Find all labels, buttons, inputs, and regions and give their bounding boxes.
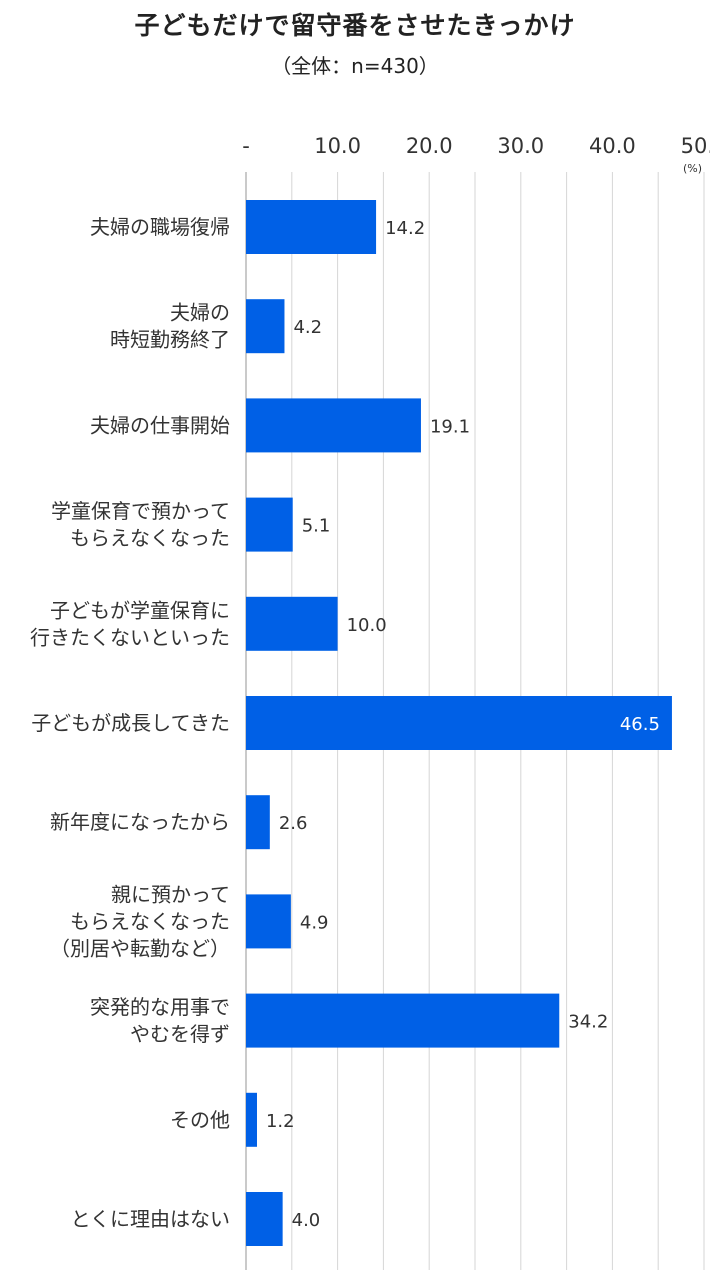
data-label: 19.1 [430, 416, 470, 437]
category-label-line: 時短勤務終了 [110, 328, 230, 352]
category-label-line: もらえなくなった [70, 526, 230, 550]
data-label: 1.2 [266, 1111, 295, 1132]
x-axis: - 10.0 20.0 30.0 40.0 50.0 (%) [242, 134, 710, 175]
bar [246, 398, 421, 453]
bar [246, 596, 338, 651]
category-label-line: 行きたくないといった [30, 625, 230, 649]
tick-label: 30.0 [497, 134, 544, 158]
category-label-line: （別居や転勤など） [50, 936, 230, 960]
tick-label: - [242, 134, 250, 158]
data-label: 10.0 [347, 615, 387, 636]
category-label: 新年度になったから [50, 810, 230, 834]
bar [246, 993, 560, 1048]
category-label-line: 学童保育で預かって [51, 499, 230, 523]
chart-title: 子どもだけで留守番をさせたきっかけ [134, 11, 576, 40]
category-label: とくに理由はない [71, 1207, 230, 1231]
category-label: 夫婦の時短勤務終了 [110, 301, 230, 352]
category-label-line: 親に預かって [111, 882, 230, 906]
bar [246, 200, 377, 254]
category-label: 学童保育で預かってもらえなくなった [51, 499, 230, 550]
bar [246, 894, 291, 949]
tick-label: 50.0 [681, 134, 710, 158]
category-label-line: やむを得ず [130, 1022, 230, 1046]
bar [246, 1092, 257, 1147]
category-label-line: 突発的な用事で [90, 995, 230, 1019]
category-label: 夫婦の職場復帰 [90, 215, 230, 239]
bar [246, 497, 293, 552]
category-label-line: 新年度になったから [50, 810, 230, 834]
category-label: 突発的な用事でやむを得ず [90, 995, 230, 1046]
data-label: 4.9 [300, 912, 329, 933]
category-label-line: 子どもが成長してきた [31, 711, 230, 735]
bar [246, 795, 270, 850]
category-label: 子どもが成長してきた [31, 711, 230, 735]
data-label: 14.2 [385, 218, 425, 239]
category-label: 親に預かってもらえなくなった （別居や転勤など） [50, 882, 230, 960]
chart-subtitle: （全体：n=430） [271, 54, 439, 78]
data-label: 46.5 [620, 714, 660, 735]
category-labels: 夫婦の職場復帰夫婦の時短勤務終了夫婦の仕事開始学童保育で預かってもらえなくなった… [30, 215, 230, 1231]
bar [246, 299, 285, 354]
data-label: 5.1 [302, 516, 331, 537]
category-label-line: とくに理由はない [71, 1207, 230, 1231]
bar [246, 1192, 283, 1246]
tick-label: 20.0 [406, 134, 453, 158]
data-label: 4.0 [292, 1210, 321, 1231]
tick-label: 10.0 [314, 134, 361, 158]
category-label-line: その他 [170, 1108, 230, 1132]
data-label: 2.6 [279, 813, 308, 834]
data-label: 4.2 [293, 317, 322, 338]
category-label: 夫婦の仕事開始 [90, 413, 230, 437]
category-label-line: 夫婦の [170, 301, 230, 325]
category-label: 子どもが学童保育に行きたくないといった [30, 598, 230, 649]
bar [246, 696, 672, 750]
category-label-line: もらえなくなった [70, 909, 230, 933]
category-label-line: 子どもが学童保育に [50, 598, 230, 622]
category-label-line: 夫婦の仕事開始 [90, 413, 230, 437]
category-label: その他 [170, 1108, 230, 1132]
category-label-line: 夫婦の職場復帰 [90, 215, 230, 239]
data-label: 34.2 [568, 1012, 608, 1033]
tick-label: 40.0 [589, 134, 636, 158]
bars: 14.2 4.2 19.1 5.1 10.0 46.5 2.6 4.9 34.2 1.2 4.0 [246, 200, 672, 1246]
unit-label: (%) [683, 162, 702, 175]
